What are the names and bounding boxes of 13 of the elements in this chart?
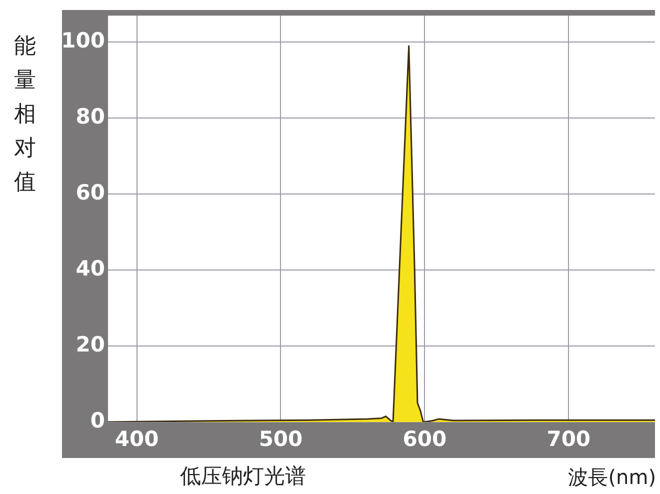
x-tick-label: 600: [402, 427, 447, 452]
y-tick-label: 100: [61, 28, 105, 53]
y-tick-label: 0: [90, 408, 105, 432]
y-tick-label: 20: [76, 332, 105, 356]
x-axis-title: 波長(nm): [568, 464, 656, 491]
y-tick-label: 80: [76, 104, 105, 129]
x-tick-label: 700: [546, 427, 591, 452]
y-axis-title: 能量相对值: [14, 33, 36, 197]
y-tick-label: 40: [76, 256, 105, 281]
x-tick-label: 500: [258, 427, 303, 452]
text: 低压钠灯光谱: [180, 463, 306, 490]
y-tick-label: 60: [76, 180, 105, 205]
x-tick-label: 400: [114, 427, 159, 452]
